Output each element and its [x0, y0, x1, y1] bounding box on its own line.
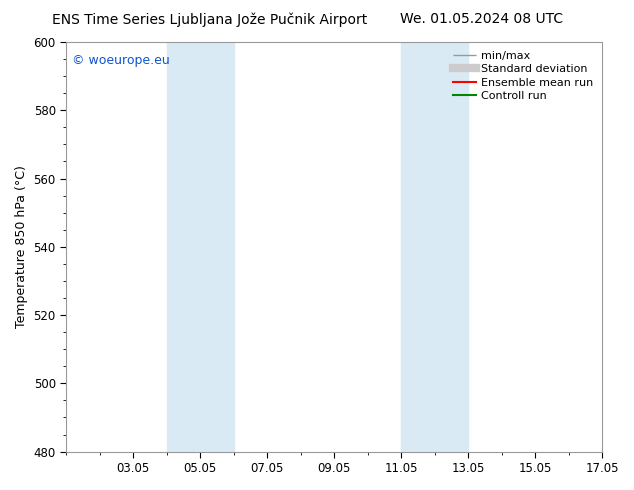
Legend: min/max, Standard deviation, Ensemble mean run, Controll run: min/max, Standard deviation, Ensemble me… [450, 48, 597, 104]
Text: © woeurope.eu: © woeurope.eu [72, 54, 169, 67]
Text: ENS Time Series Ljubljana Jože Pučnik Airport: ENS Time Series Ljubljana Jože Pučnik Ai… [51, 12, 367, 27]
Bar [167, 42, 234, 452]
Text: We. 01.05.2024 08 UTC: We. 01.05.2024 08 UTC [400, 12, 564, 26]
Y-axis label: Temperature 850 hPa (°C): Temperature 850 hPa (°C) [15, 166, 28, 328]
Bar [401, 42, 469, 452]
